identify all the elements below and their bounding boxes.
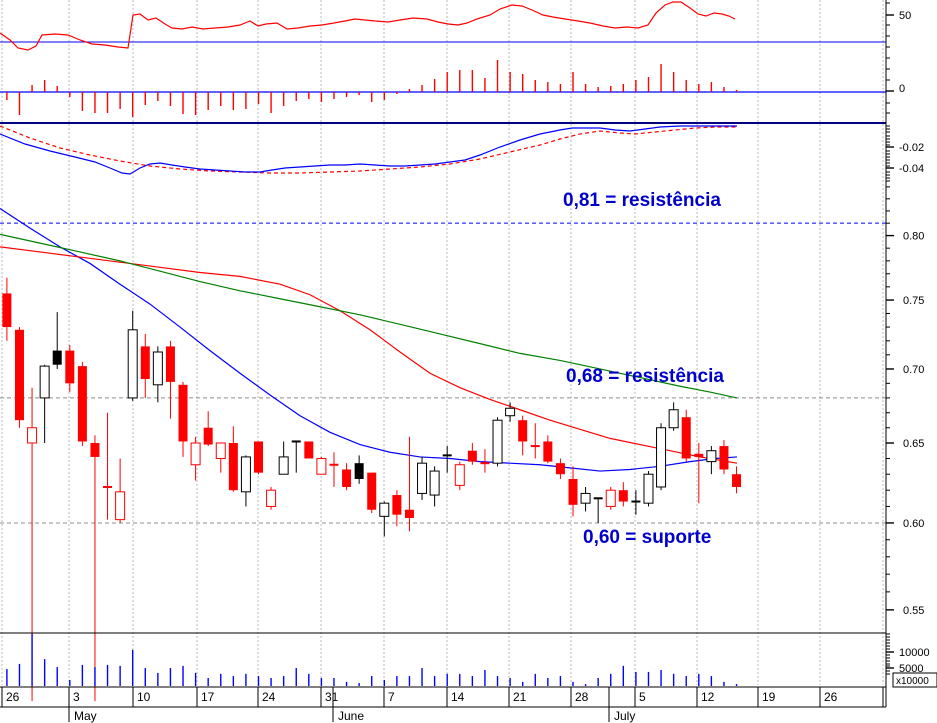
- svg-text:0.55: 0.55: [903, 605, 924, 617]
- svg-text:50: 50: [899, 10, 911, 22]
- svg-text:26: 26: [6, 690, 20, 704]
- svg-text:28: 28: [575, 690, 589, 704]
- svg-text:19: 19: [762, 690, 776, 704]
- svg-text:26: 26: [824, 690, 838, 704]
- right-axis: 0.80 0.75 0.70 0.65 0.60 0.55 50 0 -0.02 -0.04 100…: [885, 0, 937, 707]
- svg-text:17: 17: [201, 690, 215, 704]
- svg-text:-0.04: -0.04: [899, 163, 924, 175]
- x-axis: 26 3 10 17 24 31 7 14 21 28 5 12 19 26 May June July: [0, 686, 886, 723]
- panel-macd: [0, 122, 886, 175]
- svg-text:7: 7: [388, 690, 395, 704]
- svg-text:-0.02: -0.02: [899, 142, 924, 154]
- svg-text:24: 24: [262, 690, 276, 704]
- svg-text:0: 0: [899, 83, 905, 95]
- panel-volume: [0, 632, 886, 686]
- annotation-resistance-068: 0,68 = resistência: [566, 366, 724, 387]
- svg-text:0.65: 0.65: [903, 438, 924, 450]
- svg-text:May: May: [74, 709, 97, 723]
- svg-text:5: 5: [639, 690, 646, 704]
- annotation-support-060: 0,60 = suporte: [583, 527, 712, 548]
- candles: [2, 277, 742, 702]
- price-levels: [0, 222, 886, 524]
- svg-text:14: 14: [451, 690, 465, 704]
- svg-text:3: 3: [73, 690, 80, 704]
- svg-text:12: 12: [701, 690, 715, 704]
- svg-text:5000: 5000: [899, 663, 923, 675]
- panel-oscillator: [0, 1, 886, 51]
- svg-text:0.70: 0.70: [903, 364, 924, 376]
- annotation-resistance-081: 0,81 = resistência: [563, 190, 721, 211]
- svg-text:21: 21: [513, 690, 527, 704]
- svg-text:July: July: [614, 709, 635, 723]
- svg-text:0.75: 0.75: [903, 295, 924, 307]
- svg-text:x10000: x10000: [896, 676, 929, 687]
- svg-text:June: June: [338, 709, 364, 723]
- moving-averages: [0, 207, 738, 472]
- svg-text:0.60: 0.60: [903, 518, 924, 530]
- svg-text:10000: 10000: [899, 647, 930, 659]
- panel-momentum-histogram: [0, 60, 886, 117]
- svg-text:31: 31: [325, 690, 339, 704]
- svg-text:0.80: 0.80: [903, 231, 924, 243]
- svg-text:10: 10: [137, 690, 151, 704]
